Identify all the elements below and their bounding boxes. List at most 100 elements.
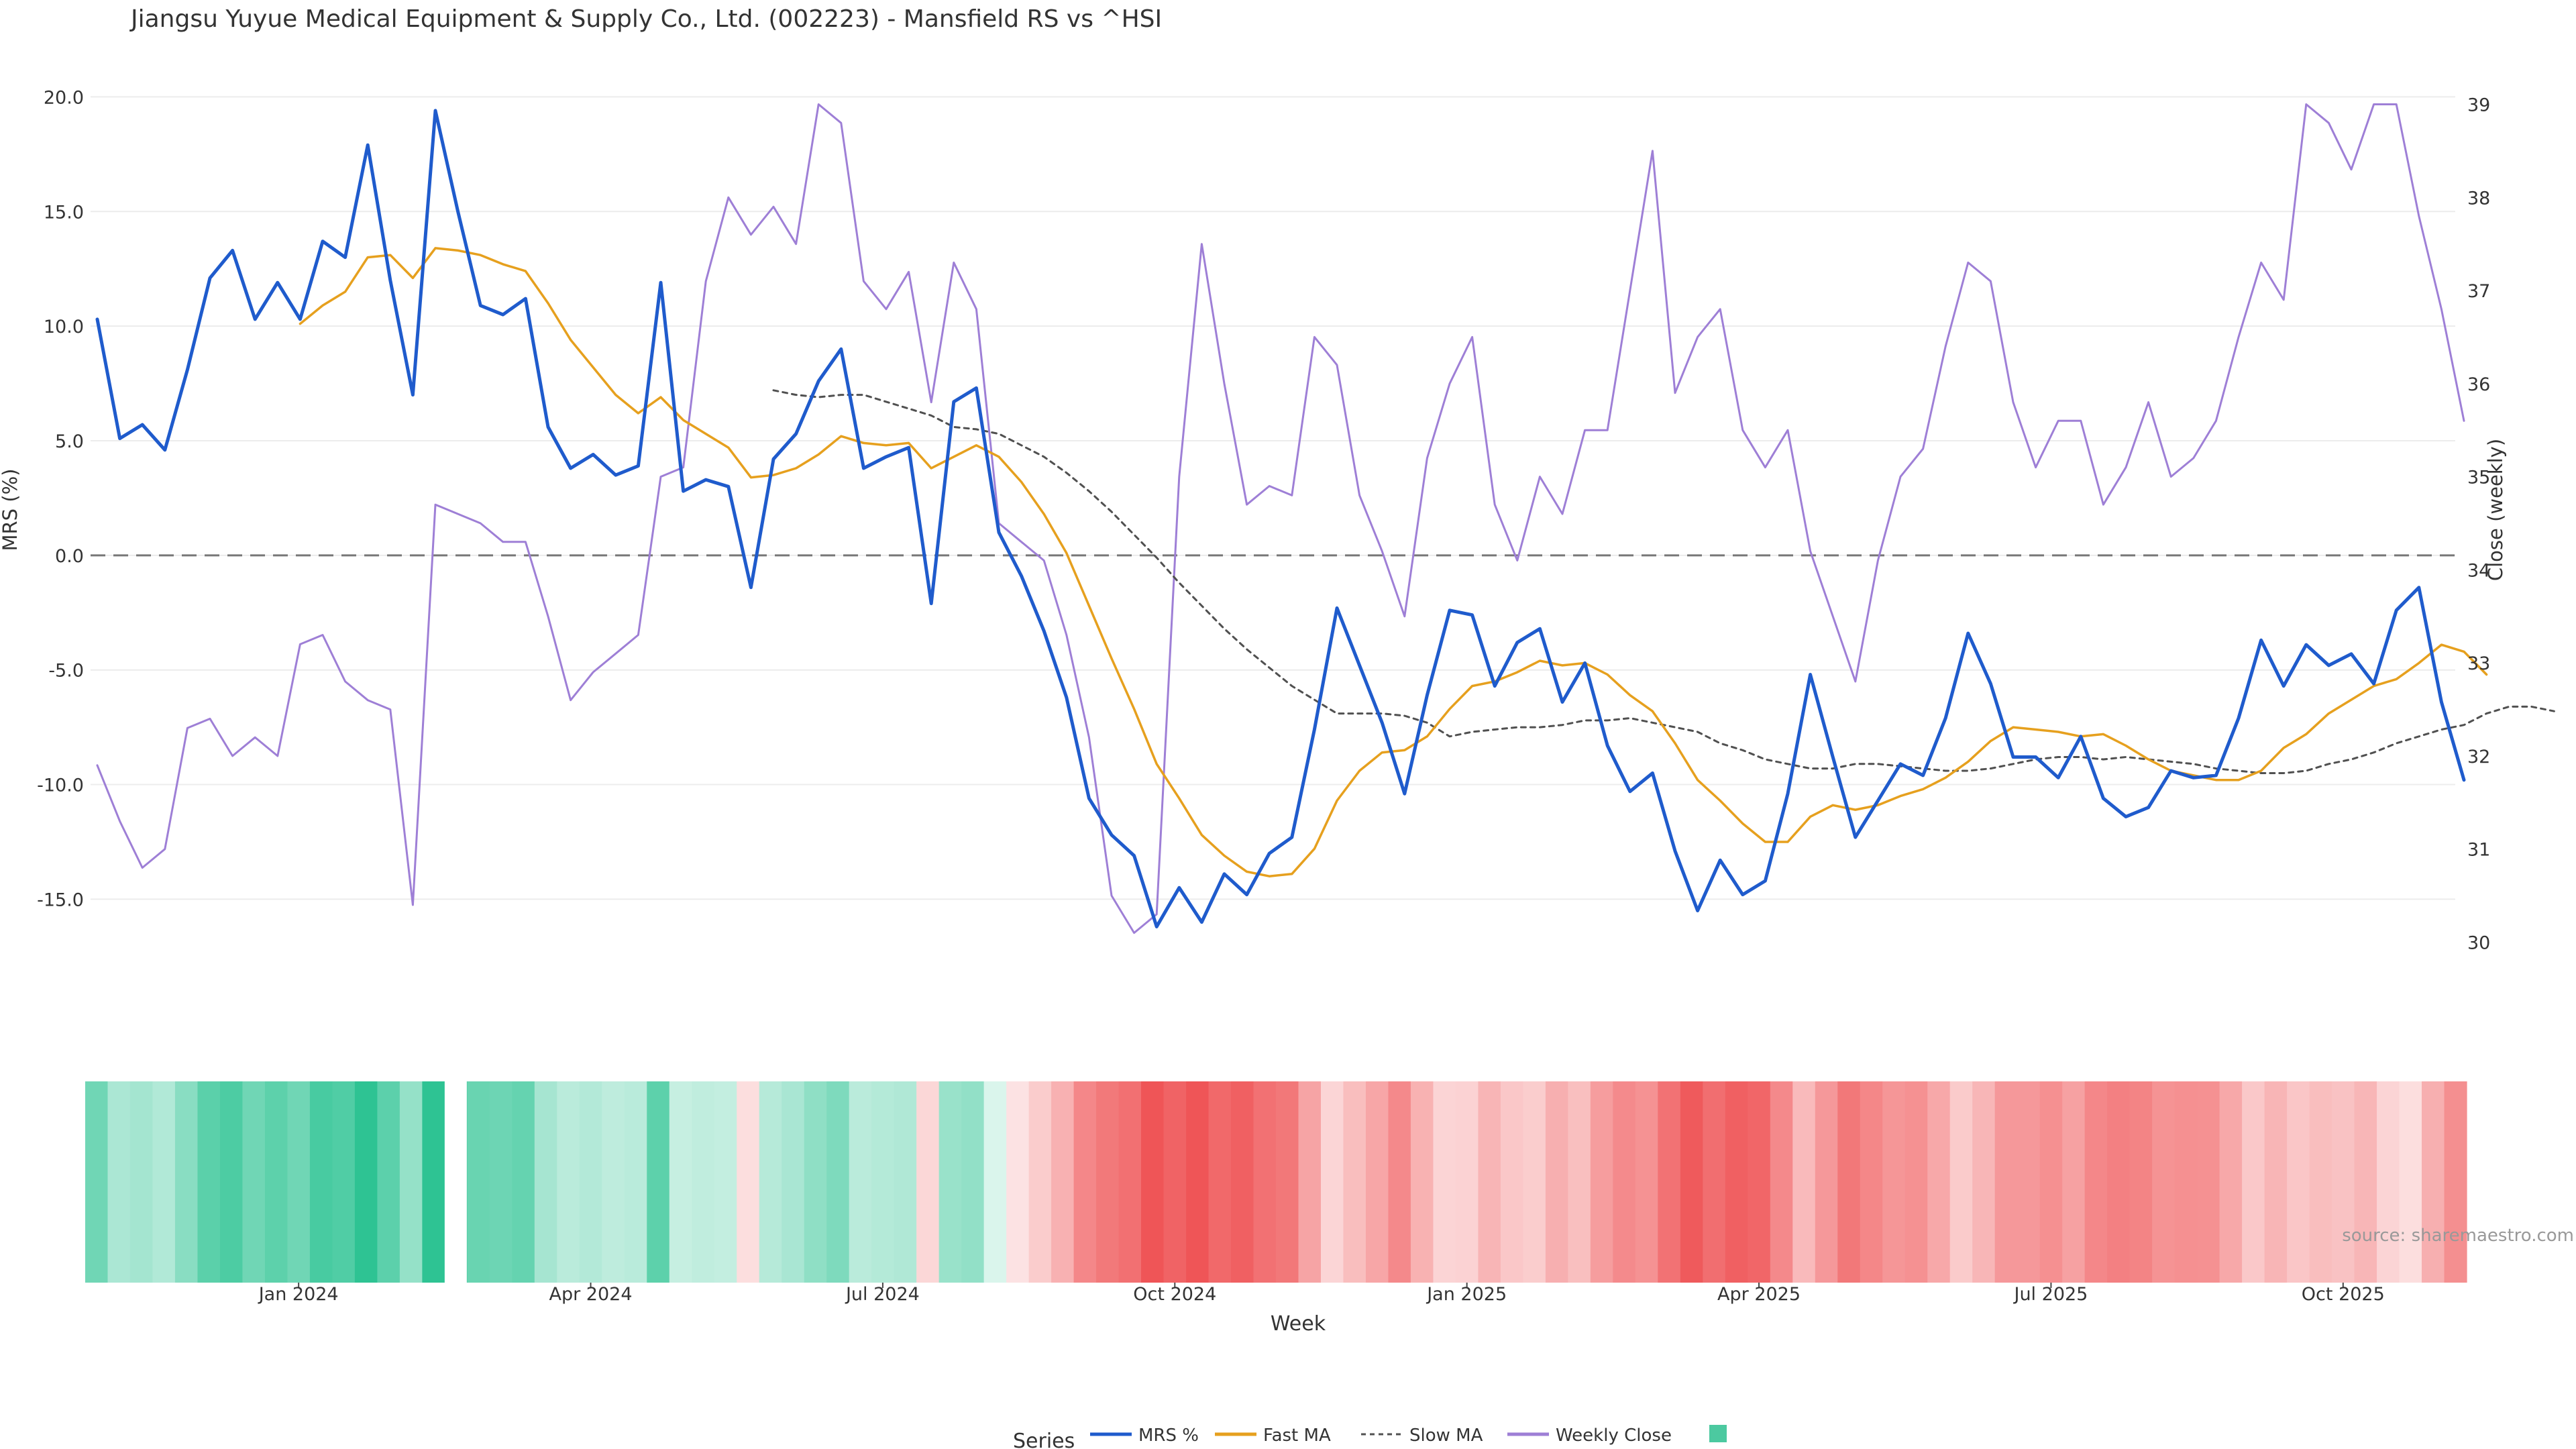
heatmap-cell xyxy=(242,1081,266,1283)
heatmap-cell xyxy=(2242,1081,2265,1283)
heatmap-cell xyxy=(669,1081,692,1283)
heatmap-cell xyxy=(759,1081,782,1283)
heatmap-cell xyxy=(557,1081,580,1283)
heatmap-cell xyxy=(2017,1081,2041,1283)
heatmap-cell xyxy=(871,1081,895,1283)
heatmap-cell xyxy=(422,1081,445,1283)
heatmap-cell xyxy=(107,1081,131,1283)
left-y-tick-label: -15.0 xyxy=(37,890,84,910)
heatmap-cell xyxy=(2354,1081,2377,1283)
heatmap-cell xyxy=(1748,1081,1771,1283)
source-attribution: source: sharemaestro.com xyxy=(2342,1226,2574,1246)
heatmap-cell xyxy=(826,1081,850,1283)
legend-label-slow-ma: Slow MA xyxy=(1409,1426,1483,1446)
heatmap-cell xyxy=(534,1081,557,1283)
heatmap-cell xyxy=(354,1081,378,1283)
legend-label-fast-ma: Fast MA xyxy=(1263,1426,1331,1446)
heatmap-cell xyxy=(1455,1081,1479,1283)
heatmap-cell xyxy=(1186,1081,1210,1283)
heatmap-cell xyxy=(1478,1081,1501,1283)
x-tick-label: Jul 2024 xyxy=(845,1284,920,1305)
heatmap-cell xyxy=(624,1081,647,1283)
heatmap-cell xyxy=(1523,1081,1546,1283)
heatmap-cell xyxy=(287,1081,311,1283)
heatmap-cell xyxy=(2219,1081,2243,1283)
heatmap-cell xyxy=(1028,1081,1052,1283)
legend-label-weekly-close: Weekly Close xyxy=(1556,1426,1672,1446)
heatmap-cell xyxy=(85,1081,109,1283)
x-axis-title: Week xyxy=(1271,1312,1326,1336)
mrs-heatmap-strip xyxy=(85,1081,2467,1283)
heatmap-cell xyxy=(1163,1081,1187,1283)
heatmap-cell xyxy=(219,1081,244,1283)
x-tick-label: Apr 2025 xyxy=(1717,1284,1801,1305)
right-y-tick-label: 39 xyxy=(2467,95,2490,116)
heatmap-cell xyxy=(894,1081,917,1283)
right-y-tick-label: 35 xyxy=(2467,468,2490,488)
heatmap-cell xyxy=(2197,1081,2220,1283)
heatmap-cell xyxy=(2264,1081,2288,1283)
heatmap-cell xyxy=(1837,1081,1861,1283)
heatmap-cell xyxy=(1590,1081,1613,1283)
heatmap-cell xyxy=(1882,1081,1906,1283)
heatmap-cell xyxy=(1927,1081,1951,1283)
heatmap-cell xyxy=(1860,1081,1883,1283)
x-tick-label: Apr 2024 xyxy=(549,1284,633,1305)
x-tick-label: Oct 2024 xyxy=(1133,1284,1216,1305)
heatmap-cell xyxy=(692,1081,715,1283)
heatmap-cell xyxy=(1298,1081,1322,1283)
heatmap-cell xyxy=(1231,1081,1254,1283)
heatmap-cell xyxy=(2287,1081,2310,1283)
heatmap-cell xyxy=(1141,1081,1165,1283)
heatmap-cell xyxy=(1276,1081,1299,1283)
heatmap-cell xyxy=(916,1081,940,1283)
right-y-tick-label: 38 xyxy=(2467,188,2490,209)
legend: Series MRS % Fast MA Slow MA Weekly Close xyxy=(1013,1425,1727,1449)
heatmap-cell xyxy=(197,1081,221,1283)
heatmap-cell xyxy=(467,1081,490,1283)
heatmap-cell xyxy=(1658,1081,1681,1283)
left-y-tick-label: 15.0 xyxy=(44,202,84,223)
heatmap-cell xyxy=(332,1081,356,1283)
heatmap-cell xyxy=(1051,1081,1075,1283)
legend-title: Series xyxy=(1013,1430,1075,1449)
heatmap-cell xyxy=(2444,1081,2467,1283)
heatmap-cell xyxy=(2174,1081,2198,1283)
x-tick-label: Jan 2024 xyxy=(258,1284,339,1305)
heatmap-cell xyxy=(2377,1081,2400,1283)
heatmap-cell xyxy=(489,1081,513,1283)
heatmap-cell xyxy=(938,1081,962,1283)
right-y-tick-label: 37 xyxy=(2467,281,2490,302)
heatmap-cell xyxy=(1096,1081,1120,1283)
heatmap-cell xyxy=(579,1081,602,1283)
left-y-axis: 20.0 15.0 10.0 5.0 0.0 -5.0 -10.0 -15.0 xyxy=(37,87,84,910)
heatmap-cell xyxy=(1792,1081,1816,1283)
heatmap-cell xyxy=(2309,1081,2332,1283)
heatmap-cell xyxy=(1388,1081,1411,1283)
heatmap-cell xyxy=(849,1081,872,1283)
heatmap-cell xyxy=(602,1081,625,1283)
chart-title: Jiangsu Yuyue Medical Equipment & Supply… xyxy=(129,5,1162,33)
heatmap-cell xyxy=(1568,1081,1591,1283)
heatmap-cell xyxy=(1545,1081,1568,1283)
series-lines xyxy=(95,103,2555,934)
x-tick-label: Oct 2025 xyxy=(2302,1284,2385,1305)
heatmap-cell xyxy=(961,1081,985,1283)
heatmap-cell xyxy=(1904,1081,1928,1283)
right-y-tick-label: 34 xyxy=(2467,560,2490,581)
heatmap-cell xyxy=(1500,1081,1523,1283)
heatmap-cell xyxy=(1770,1081,1793,1283)
series-line-mrs- xyxy=(95,109,2466,928)
heatmap-cell xyxy=(714,1081,737,1283)
right-y-tick-label: 30 xyxy=(2467,932,2490,953)
series-line-fast-ma xyxy=(299,247,2488,877)
heatmap-cell xyxy=(2332,1081,2355,1283)
x-axis: Jan 2024 Apr 2024 Jul 2024 Oct 2024 Jan 2025… xyxy=(258,1283,2385,1305)
left-y-tick-label: -10.0 xyxy=(37,775,84,796)
heatmap-cell xyxy=(1613,1081,1636,1283)
right-y-axis-title: Close (weekly) xyxy=(2484,439,2507,581)
heatmap-cell xyxy=(1680,1081,1703,1283)
heatmap-cell xyxy=(804,1081,827,1283)
legend-label-mrs-: MRS % xyxy=(1138,1426,1199,1446)
